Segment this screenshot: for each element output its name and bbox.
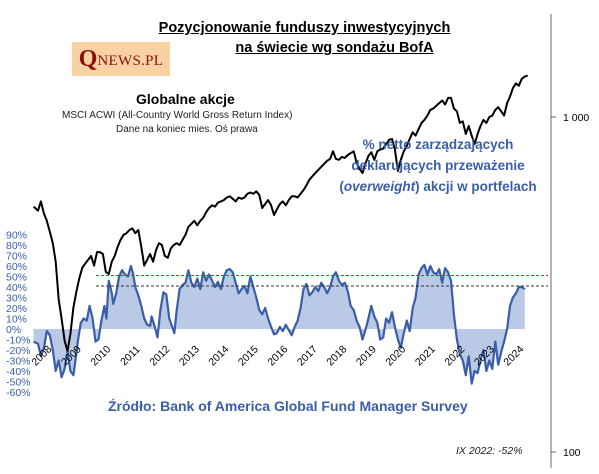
index-description: MSCI ACWI (All-Country World Gross Retur… — [62, 110, 293, 121]
x-tick-label: 2008 — [29, 343, 54, 368]
left-tick-label: 0% — [6, 324, 21, 336]
left-tick-label: 20% — [6, 303, 27, 315]
x-axis-ticks: 2008 2009 2010 2011 2012 2013 2014 2015 2016 2017… — [29, 343, 526, 368]
reference-lines — [96, 274, 548, 287]
qnews-logo: Q NEWS.PL — [72, 42, 170, 76]
left-tick-label: 40% — [6, 282, 27, 294]
chart-title-line1: Pozycjonowanie funduszy inwestycyjnych — [158, 20, 451, 36]
x-tick-label: 2010 — [88, 343, 113, 368]
left-tick-label: 80% — [6, 240, 27, 252]
x-tick-label: 2024 — [501, 343, 526, 368]
index-title: Globalne akcje — [136, 91, 235, 107]
overweight-area-layer — [33, 263, 526, 385]
msci-acwi-line — [32, 74, 529, 353]
left-tick-label: -30% — [6, 356, 31, 368]
x-tick-label: 2016 — [265, 343, 290, 368]
x-tick-label: 2019 — [354, 343, 379, 368]
x-tick-label: 2018 — [324, 343, 349, 368]
left-tick-label: -10% — [6, 335, 31, 347]
left-tick-label: -50% — [6, 377, 31, 389]
x-tick-label: 2020 — [383, 343, 408, 368]
x-tick-label: 2021 — [413, 343, 438, 368]
index-note: Dane na koniec mies. Oś prawa — [116, 124, 258, 135]
left-tick-label: 30% — [6, 293, 27, 305]
left-tick-label: 50% — [6, 272, 27, 284]
x-tick-label: 2011 — [118, 344, 143, 369]
left-tick-label: -40% — [6, 366, 31, 378]
left-tick-label: 10% — [6, 314, 27, 326]
left-tick-label: -20% — [6, 345, 31, 357]
left-tick-label: -60% — [6, 387, 31, 399]
right-axis-ticks: 1 000 100 — [550, 14, 589, 468]
x-tick-label: 2015 — [236, 343, 261, 368]
left-tick-label: 90% — [6, 230, 27, 242]
chart-title-line2: na świecie wg sondażu BofA — [235, 40, 434, 56]
right-tick-label: 100 — [563, 447, 581, 459]
overweight-annotation: % netto zarządzających deklarujących prz… — [339, 137, 537, 194]
source-note: Źródło: Bank of America Global Fund Mana… — [108, 398, 468, 414]
right-tick-label: 1 000 — [563, 112, 589, 124]
index-line-layer — [32, 74, 529, 353]
x-tick-label: 2012 — [147, 343, 172, 368]
x-tick-label: 2013 — [177, 343, 202, 368]
x-tick-label: 2017 — [295, 343, 320, 368]
left-axis-ticks: 90%80%70%60%50%40%30%20%10%0%-10%-20%-30… — [6, 230, 31, 400]
left-tick-label: 60% — [6, 261, 27, 273]
left-tick-label: 70% — [6, 251, 27, 263]
overweight-area-line — [33, 263, 526, 385]
x-tick-label: 2014 — [206, 343, 231, 368]
min-value-note: IX 2022: -52% — [456, 445, 523, 457]
